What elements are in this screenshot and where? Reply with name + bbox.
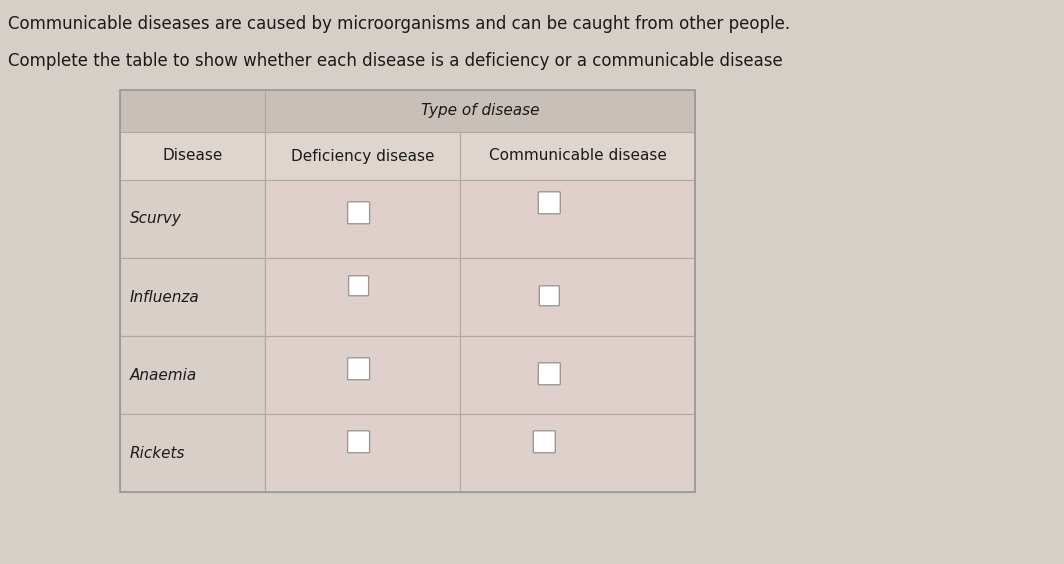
Bar [120,132,265,180]
Bar [265,132,460,180]
FancyBboxPatch shape [349,276,368,296]
Text: Scurvy: Scurvy [130,212,182,227]
Text: Type of disease: Type of disease [420,104,539,118]
Text: Anaemia: Anaemia [130,368,197,382]
Bar [120,414,265,492]
Bar [120,90,695,492]
FancyBboxPatch shape [533,431,555,453]
Text: Communicable diseases are caused by microorganisms and can be caught from other : Communicable diseases are caused by micr… [9,15,791,33]
Bar [265,258,460,336]
Text: Influenza: Influenza [130,289,200,305]
Text: Communicable disease: Communicable disease [488,148,666,164]
Bar [265,336,460,414]
FancyBboxPatch shape [348,202,369,224]
FancyBboxPatch shape [538,192,561,214]
Bar [120,180,265,258]
Text: Complete the table to show whether each disease is a deficiency or a communicabl: Complete the table to show whether each … [9,52,783,70]
FancyBboxPatch shape [538,363,561,385]
Bar [460,258,695,336]
Bar [265,90,695,132]
Bar [460,132,695,180]
Bar [460,414,695,492]
Bar [265,180,460,258]
Bar [265,414,460,492]
Bar [460,336,695,414]
Bar [120,258,265,336]
FancyBboxPatch shape [539,286,560,306]
Bar [120,90,265,132]
Bar [460,180,695,258]
Text: Disease: Disease [163,148,222,164]
FancyBboxPatch shape [348,358,369,380]
Text: Deficiency disease: Deficiency disease [290,148,434,164]
Bar [120,336,265,414]
Text: Rickets: Rickets [130,446,185,460]
FancyBboxPatch shape [348,431,369,453]
